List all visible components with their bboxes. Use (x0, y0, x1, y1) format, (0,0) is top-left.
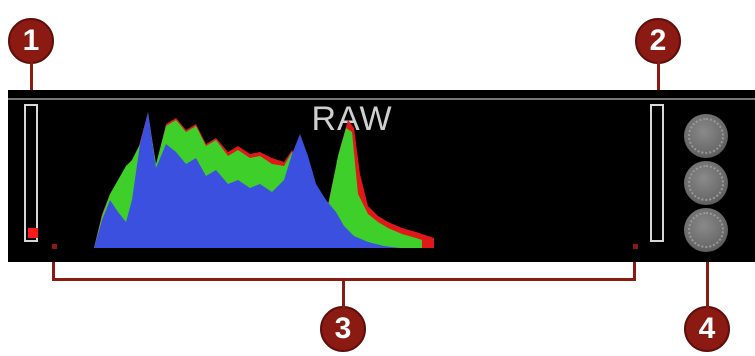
range-tick-right (633, 244, 638, 249)
callout-1: 1 (8, 18, 54, 64)
leader-line-2 (657, 62, 660, 110)
histogram-blue-channel (94, 112, 400, 248)
shadow-clipping-warning (28, 228, 38, 238)
highlight-clipping-indicator[interactable] (650, 104, 664, 242)
callout-3: 3 (320, 306, 366, 352)
leader-line-1 (30, 62, 33, 110)
dial-icon[interactable] (684, 208, 728, 252)
dial-icon[interactable] (684, 114, 728, 158)
callout-2: 2 (635, 18, 681, 64)
histogram-graph (94, 112, 434, 248)
leader-line-4 (706, 258, 709, 308)
dial-icon[interactable] (684, 161, 728, 205)
histogram-panel: RAW (8, 90, 755, 262)
range-bracket-right (633, 262, 636, 281)
range-bracket (52, 278, 636, 281)
shadow-clipping-indicator[interactable] (24, 104, 38, 242)
range-bracket-left (52, 262, 55, 281)
range-tick-left (52, 244, 57, 249)
callout-4: 4 (684, 306, 730, 352)
leader-line-3 (342, 280, 345, 308)
panel-divider (8, 98, 755, 100)
